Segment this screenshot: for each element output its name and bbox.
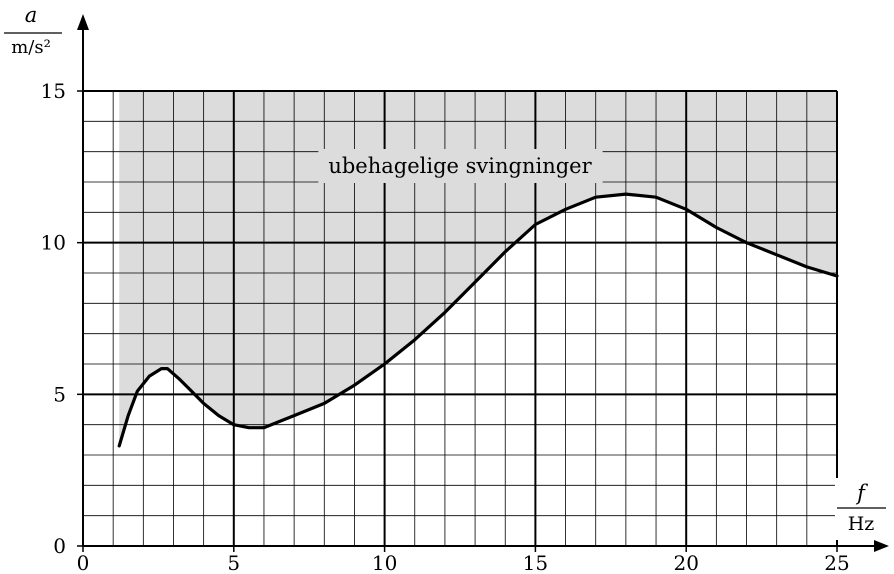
tick-labels: 0 5 10 15 20 25 0 5 10 15 (41, 79, 850, 574)
x-tick-label: 25 (824, 551, 849, 574)
x-axis-symbol: f (855, 481, 868, 505)
y-axis-symbol: a (25, 3, 38, 27)
data-curve (117, 192, 839, 448)
y-tick-label: 15 (41, 79, 66, 103)
x-tick-label: 0 (77, 551, 90, 574)
axes (77, 14, 889, 552)
annotation-label: ubehagelige svingninger (328, 154, 592, 178)
x-axis-label-bg (835, 478, 891, 540)
annotation-background (318, 149, 603, 183)
shaded-area (119, 91, 837, 446)
y-axis-unit: m/s² (11, 37, 51, 58)
x-tick-label: 20 (673, 551, 698, 574)
y-tick-label: 10 (41, 231, 66, 255)
x-axis-arrow (874, 540, 889, 552)
curve (117, 192, 839, 448)
x-tick-label: 5 (227, 551, 240, 574)
y-tick-label: 0 (53, 534, 66, 558)
x-axis-label: f Hz (835, 478, 891, 540)
x-axis-unit: Hz (848, 513, 875, 535)
y-tick-label: 5 (53, 382, 66, 406)
x-tick-label: 10 (372, 551, 397, 574)
shaded-region (119, 91, 837, 446)
y-axis-arrow (77, 14, 89, 30)
annotation-box (318, 149, 603, 183)
y-axis-label: a m/s² (4, 3, 62, 58)
x-tick-label: 15 (523, 551, 548, 574)
